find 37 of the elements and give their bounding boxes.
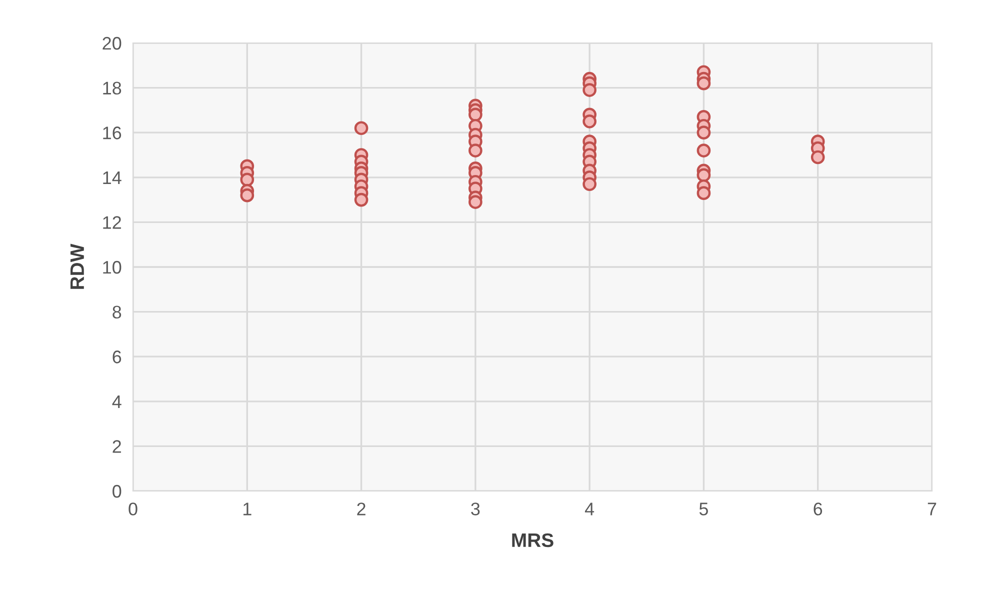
- y-tick-label: 10: [103, 260, 122, 274]
- y-axis-title: RDW: [70, 244, 84, 289]
- point: [582, 83, 596, 97]
- point: [696, 144, 711, 158]
- point: [468, 108, 482, 122]
- point: [696, 76, 711, 90]
- point: [240, 188, 254, 202]
- y-tick-label: 4: [112, 396, 122, 408]
- y-tick-label: 16: [103, 126, 122, 140]
- y-tick-label: 12: [103, 216, 121, 229]
- x-tick-label: 6: [814, 502, 822, 516]
- y-tick-label: 6: [112, 350, 122, 364]
- point: [354, 192, 368, 207]
- y-tick-label: 20: [102, 36, 122, 50]
- point: [240, 172, 254, 187]
- y-tick-label: 2: [112, 440, 121, 453]
- x-axis-title: MRS: [512, 533, 554, 548]
- point: [696, 186, 711, 200]
- point: [468, 195, 482, 209]
- point: [810, 150, 825, 164]
- x-tick-label: 4: [584, 502, 594, 516]
- point: [468, 144, 482, 158]
- point: [582, 177, 596, 192]
- x-tick-label: 0: [128, 502, 138, 516]
- x-tick-label: 3: [471, 502, 480, 516]
- x-tick-label: 7: [928, 502, 936, 516]
- x-tick-label: 2: [357, 502, 366, 516]
- point: [696, 168, 711, 182]
- point: [354, 121, 368, 136]
- x-tick-label: 5: [699, 502, 708, 516]
- y-tick-label: 0: [112, 484, 122, 498]
- y-tick-label: 14: [103, 172, 122, 184]
- y-tick-label: 8: [112, 306, 122, 319]
- x-tick-label: 1: [244, 502, 252, 516]
- y-tick-label: 18: [103, 82, 122, 95]
- point: [696, 126, 711, 140]
- point: [582, 114, 596, 128]
